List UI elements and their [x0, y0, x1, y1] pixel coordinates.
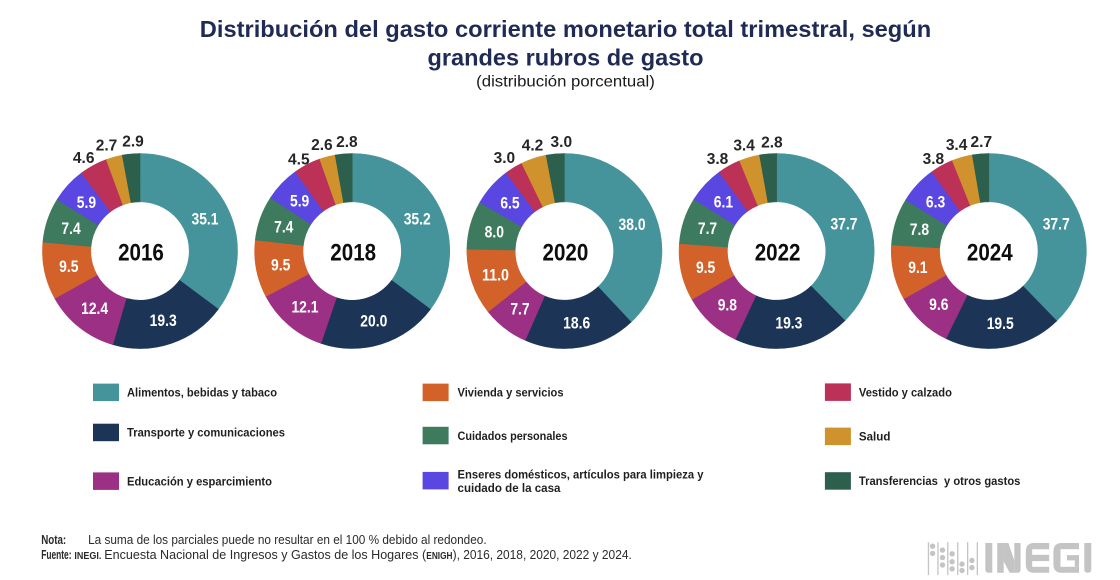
- svg-text:12.4: 12.4: [81, 299, 109, 318]
- svg-text:2.6: 2.6: [311, 137, 333, 154]
- svg-text:20.0: 20.0: [360, 311, 387, 330]
- svg-text:2022: 2022: [755, 241, 801, 267]
- svg-text:3.8: 3.8: [923, 151, 945, 168]
- svg-text:grandes rubros de gasto: grandes rubros de gasto: [428, 45, 704, 71]
- svg-text:3.4: 3.4: [946, 137, 968, 154]
- svg-text:9.6: 9.6: [929, 295, 948, 314]
- svg-text:2.8: 2.8: [761, 135, 783, 152]
- svg-text:9.5: 9.5: [696, 258, 715, 277]
- svg-text:2020: 2020: [543, 241, 589, 267]
- svg-text:cuidado de la casa: cuidado de la casa: [458, 483, 562, 495]
- svg-text:Fuente:: Fuente:: [41, 548, 71, 562]
- svg-text:ENIGH: ENIGH: [426, 551, 452, 562]
- svg-text:7.7: 7.7: [510, 300, 529, 319]
- svg-text:INEGI.: INEGI.: [74, 551, 101, 562]
- svg-text:5.9: 5.9: [77, 193, 96, 212]
- svg-text:6.5: 6.5: [500, 194, 519, 213]
- svg-text:4.2: 4.2: [522, 137, 544, 154]
- svg-text:6.1: 6.1: [714, 192, 733, 211]
- svg-text:19.5: 19.5: [987, 314, 1014, 333]
- svg-text:3.8: 3.8: [707, 151, 729, 168]
- svg-text:7.4: 7.4: [274, 217, 294, 236]
- svg-text:37.7: 37.7: [830, 215, 857, 234]
- svg-text:Cuidados personales: Cuidados personales: [458, 431, 568, 443]
- svg-text:3.0: 3.0: [494, 150, 516, 167]
- svg-text:Encuesta Nacional de Ingresos: Encuesta Nacional de Ingresos y Gastos d…: [104, 548, 427, 562]
- svg-text:5.9: 5.9: [290, 192, 309, 211]
- svg-text:), 2016, 2018, 2020, 2022 y 20: ), 2016, 2018, 2020, 2022 y 2024.: [453, 548, 632, 562]
- svg-text:38.0: 38.0: [619, 215, 646, 234]
- svg-text:2.7: 2.7: [971, 134, 993, 151]
- svg-text:37.7: 37.7: [1043, 215, 1070, 234]
- svg-text:Educación y esparcimiento: Educación y esparcimiento: [127, 476, 272, 488]
- svg-text:7.8: 7.8: [910, 220, 929, 239]
- svg-text:9.5: 9.5: [59, 257, 78, 276]
- svg-text:4.6: 4.6: [73, 150, 95, 167]
- svg-text:35.2: 35.2: [404, 209, 431, 228]
- svg-text:2.9: 2.9: [122, 133, 144, 150]
- svg-text:La suma de los parciales puede: La suma de los parciales puede no result…: [88, 533, 487, 547]
- svg-text:Salud: Salud: [859, 432, 891, 444]
- svg-text:Vivienda y servicios: Vivienda y servicios: [458, 388, 564, 400]
- svg-text:2.8: 2.8: [336, 134, 358, 151]
- svg-text:35.1: 35.1: [192, 209, 219, 228]
- svg-text:19.3: 19.3: [775, 314, 802, 333]
- svg-text:(distribución porcentual): (distribución porcentual): [476, 74, 655, 91]
- svg-text:7.4: 7.4: [61, 219, 81, 238]
- svg-text:9.8: 9.8: [718, 296, 737, 315]
- svg-text:Alimentos, bebidas y tabaco: Alimentos, bebidas y tabaco: [127, 388, 277, 400]
- svg-text:6.3: 6.3: [926, 192, 945, 211]
- svg-text:9.1: 9.1: [908, 258, 927, 277]
- svg-text:12.1: 12.1: [291, 297, 318, 316]
- svg-text:Transferencias y otros gastos: Transferencias y otros gastos: [859, 476, 1021, 488]
- svg-text:Vestido y calzado: Vestido y calzado: [859, 387, 952, 399]
- svg-text:2016: 2016: [118, 241, 164, 267]
- svg-text:Transporte y comunicaciones: Transporte y comunicaciones: [127, 428, 285, 440]
- svg-text:2.7: 2.7: [96, 137, 118, 154]
- svg-text:3.0: 3.0: [551, 134, 573, 151]
- svg-text:7.7: 7.7: [698, 219, 717, 238]
- svg-text:2018: 2018: [330, 241, 376, 267]
- svg-text:9.5: 9.5: [271, 255, 290, 274]
- svg-text:Nota:: Nota:: [41, 533, 66, 547]
- svg-text:3.4: 3.4: [733, 138, 755, 155]
- svg-text:4.5: 4.5: [288, 151, 310, 168]
- svg-text:11.0: 11.0: [482, 265, 509, 284]
- svg-text:Enseres domésticos, artículos: Enseres domésticos, artículos para limpi…: [458, 469, 705, 481]
- svg-text:19.3: 19.3: [150, 311, 177, 330]
- svg-text:Distribución del gasto corrien: Distribución del gasto corriente monetar…: [200, 16, 931, 42]
- svg-text:8.0: 8.0: [485, 223, 504, 242]
- svg-text:2024: 2024: [967, 241, 1013, 267]
- svg-text:18.6: 18.6: [563, 314, 590, 333]
